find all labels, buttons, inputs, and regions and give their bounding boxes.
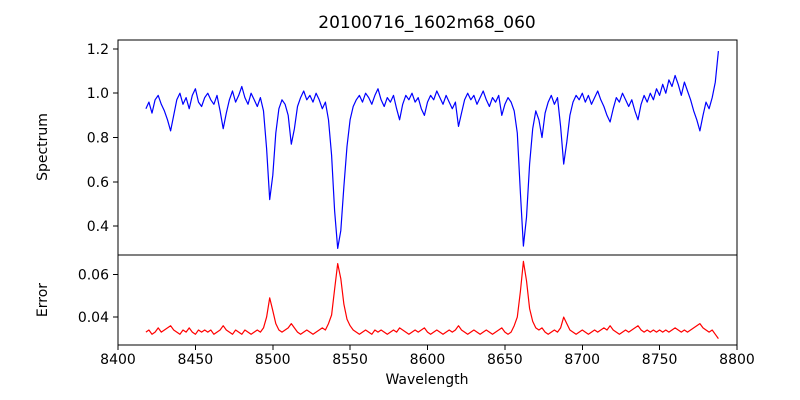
y-tick-label: 0.06 [78, 267, 109, 283]
x-tick-label: 8500 [255, 352, 291, 368]
error-panel-border [117, 254, 738, 346]
y-tick-label: 0.04 [78, 310, 109, 326]
y-tick-label: 0.4 [87, 219, 109, 235]
x-tick-label: 8450 [178, 352, 214, 368]
error-axis-label: Error [35, 283, 51, 317]
spectrum-panel-border [117, 39, 738, 256]
chart-title: 20100716_1602m68_060 [318, 13, 535, 33]
y-tick-label: 0.6 [87, 175, 109, 191]
y-tick-label: 0.8 [87, 131, 109, 147]
x-tick-label: 8700 [564, 352, 600, 368]
x-tick-label: 8400 [100, 352, 136, 368]
x-tick-label: 8800 [719, 352, 755, 368]
error-line [145, 260, 719, 339]
y-tick-label: 1.0 [87, 86, 109, 102]
x-axis-label: Wavelength [385, 372, 468, 388]
plot-content: 8400 8450 8500 8550 8600 8650 8700 8750 8800 0.4 0… [78, 42, 755, 368]
x-tick-label: 8600 [410, 352, 446, 368]
spectrum-axis-label: Spectrum [35, 113, 51, 181]
y-tick-label: 1.2 [87, 42, 109, 58]
spectrum-line [145, 51, 719, 249]
x-tick-label: 8750 [642, 352, 678, 368]
x-tick-label: 8550 [332, 352, 368, 368]
x-tick-label: 8650 [487, 352, 523, 368]
